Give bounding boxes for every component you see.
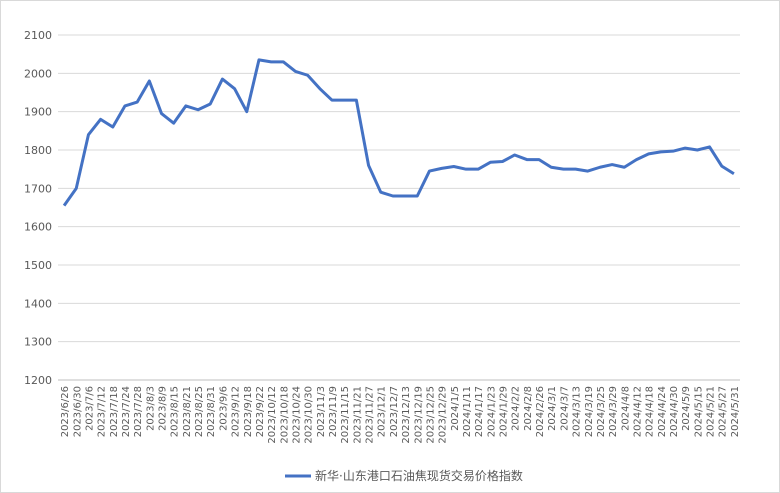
line-series	[62, 58, 735, 207]
x-tick-label: 2023/10/18	[279, 386, 290, 444]
x-tick-label: 2024/1/5	[450, 386, 461, 431]
y-tick-label: 1500	[24, 259, 52, 272]
y-tick-label: 1700	[24, 182, 52, 195]
x-tick-label: 2023/8/15	[170, 386, 181, 437]
x-tick-label: 2023/12/29	[438, 386, 449, 444]
y-tick-label: 2000	[24, 67, 52, 80]
x-tick-label: 2024/2/2	[511, 386, 522, 431]
x-tick-label: 2024/1/11	[462, 386, 473, 437]
x-tick-label: 2024/1/23	[486, 386, 497, 437]
y-tick-label: 2100	[24, 29, 52, 42]
x-tick-label: 2023/9/18	[243, 386, 254, 437]
x-tick-label: 2024/5/31	[730, 386, 741, 437]
x-tick-label: 2023/12/1	[377, 386, 388, 437]
x-tick-label: 2024/3/13	[572, 386, 583, 437]
x-tick-label: 2023/12/7	[389, 386, 400, 437]
x-tick-label: 2023/11/3	[316, 386, 327, 437]
x-tick-label: 2023/6/30	[72, 386, 83, 437]
x-tick-label: 2023/7/6	[84, 386, 95, 431]
x-tick-label: 2023/8/31	[206, 386, 217, 437]
x-tick-label: 2023/10/24	[291, 386, 302, 444]
y-tick-label: 1900	[24, 106, 52, 119]
x-tick-label: 2024/2/26	[535, 386, 546, 437]
x-tick-label: 2023/8/25	[194, 386, 205, 437]
x-tick-label: 2023/7/18	[109, 386, 120, 437]
y-tick-label: 1800	[24, 144, 52, 157]
x-tick-label: 2023/9/6	[218, 386, 229, 431]
x-tick-label: 2023/7/24	[121, 386, 132, 437]
x-tick-label: 2024/3/7	[559, 386, 570, 431]
x-tick-label: 2023/8/9	[158, 386, 169, 431]
x-tick-label: 2023/7/28	[133, 386, 144, 437]
x-tick-label: 2023/12/19	[413, 386, 424, 444]
x-tick-label: 2024/5/15	[693, 386, 704, 437]
x-tick-label: 2024/3/29	[608, 386, 619, 437]
y-tick-label: 1200	[24, 374, 52, 387]
x-tick-label: 2024/5/27	[718, 386, 729, 437]
x-tick-label: 2024/4/30	[669, 386, 680, 437]
x-tick-label: 2024/3/1	[547, 386, 558, 431]
x-tick-label: 2023/8/21	[182, 386, 193, 437]
x-tick-label: 2024/1/17	[474, 386, 485, 437]
x-tick-label: 2024/5/21	[706, 386, 717, 437]
x-tick-label: 2024/4/12	[632, 386, 643, 437]
y-tick-label: 1600	[24, 221, 52, 234]
x-tick-label: 2023/11/15	[340, 386, 351, 444]
y-tick-label: 1300	[24, 336, 52, 349]
x-tick-label: 2023/9/12	[231, 386, 242, 437]
x-tick-label: 2023/8/3	[145, 386, 156, 431]
x-tick-label: 2023/11/9	[328, 386, 339, 437]
legend-label: 新华·山东港口石油焦现货交易价格指数	[315, 468, 523, 483]
x-tick-label: 2023/9/22	[255, 386, 266, 437]
x-tick-label: 2023/10/12	[267, 386, 278, 444]
x-tick-label: 2024/3/25	[596, 386, 607, 437]
x-tick-label: 2024/2/8	[523, 386, 534, 431]
x-tick-label: 2024/1/29	[499, 386, 510, 437]
x-tick-label: 2024/4/18	[645, 386, 656, 437]
x-tick-label: 2023/6/26	[60, 386, 71, 437]
x-tick-label: 2023/7/12	[97, 386, 108, 437]
x-tick-label: 2024/5/9	[681, 386, 692, 431]
x-tick-label: 2023/10/30	[304, 386, 315, 444]
x-tick-label: 2023/12/13	[401, 386, 412, 444]
x-tick-label: 2024/3/19	[584, 386, 595, 437]
x-tick-label: 2024/4/24	[657, 386, 668, 437]
x-tick-label: 2023/11/27	[365, 386, 376, 444]
x-tick-label: 2023/11/21	[352, 386, 363, 444]
y-tick-label: 1400	[24, 297, 52, 310]
x-tick-label: 2023/12/25	[425, 386, 436, 444]
x-tick-label: 2024/4/8	[620, 386, 631, 431]
